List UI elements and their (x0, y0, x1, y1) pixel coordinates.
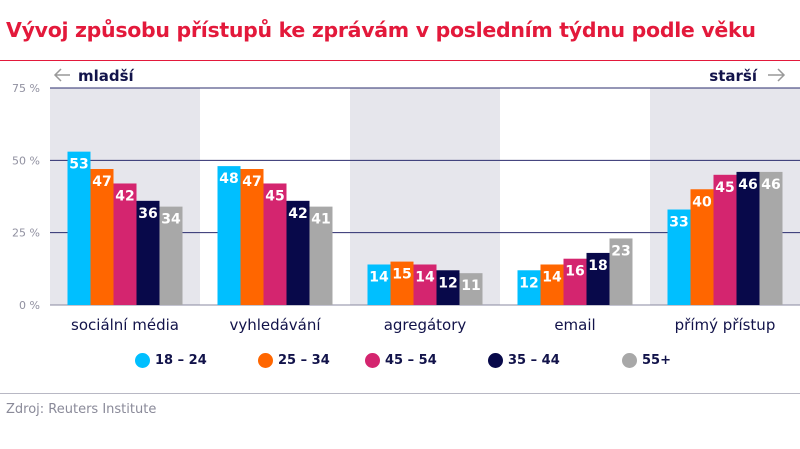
data-label: 23 (611, 243, 630, 259)
bar (136, 200, 160, 305)
y-tick-label: 25 % (12, 227, 40, 240)
older-label: starší (709, 67, 758, 85)
bar (736, 171, 760, 305)
legend-label: 55+ (642, 353, 671, 368)
title-divider (0, 60, 800, 61)
data-label: 36 (138, 206, 157, 222)
x-category-label: email (554, 316, 595, 334)
bar (459, 273, 483, 305)
data-label: 12 (438, 275, 457, 291)
legend-item: 25 – 34 (258, 353, 330, 368)
bar (309, 206, 333, 305)
bar (667, 209, 691, 305)
data-label: 42 (115, 188, 134, 204)
data-label: 16 (565, 264, 584, 280)
data-label: 47 (242, 174, 261, 190)
bar (240, 169, 264, 305)
legend-item: 45 – 54 (365, 353, 437, 368)
data-label: 46 (738, 177, 757, 193)
x-category-label: vyhledávání (229, 316, 321, 334)
x-category-label: přímý přístup (675, 316, 776, 334)
legend-swatch (135, 353, 150, 368)
bar (759, 171, 783, 305)
y-tick-label: 50 % (12, 154, 40, 167)
y-tick-label: 75 % (12, 82, 40, 95)
bar (517, 270, 541, 305)
legend-label: 35 – 44 (508, 353, 560, 368)
data-label: 53 (69, 157, 88, 173)
data-label: 33 (669, 215, 688, 231)
legend-item: 35 – 44 (488, 353, 560, 368)
data-label: 14 (415, 269, 435, 285)
y-tick-label: 0 % (19, 299, 40, 312)
data-label: 15 (392, 267, 411, 283)
bar (390, 261, 414, 305)
legend-swatch (622, 353, 637, 368)
bar (586, 252, 610, 305)
footer-divider (0, 393, 800, 394)
data-label: 14 (542, 269, 562, 285)
legend-item: 55+ (622, 353, 671, 368)
bar (90, 169, 114, 305)
bar (540, 264, 564, 305)
bar (67, 151, 91, 305)
bar (690, 189, 714, 305)
data-label: 47 (92, 174, 111, 190)
data-label: 46 (761, 177, 780, 193)
data-label: 41 (311, 212, 330, 228)
data-label: 34 (161, 212, 181, 228)
data-label: 45 (715, 180, 734, 196)
data-label: 48 (219, 171, 238, 187)
bar (367, 264, 391, 305)
bar (159, 206, 183, 305)
bar (563, 258, 587, 305)
bar (713, 174, 737, 305)
bar (286, 200, 310, 305)
legend-label: 25 – 34 (278, 353, 330, 368)
source-text: Zdroj: Reuters Institute (6, 402, 157, 417)
data-label: 18 (588, 258, 607, 274)
legend-swatch (258, 353, 273, 368)
arrow-right-icon (768, 68, 786, 82)
legend-label: 18 – 24 (155, 353, 207, 368)
bar (413, 264, 437, 305)
legend-swatch (488, 353, 503, 368)
x-category-label: agregátory (384, 316, 467, 334)
bar (217, 166, 241, 305)
data-label: 42 (288, 206, 307, 222)
x-category-label: sociální média (71, 316, 179, 334)
data-label: 11 (461, 278, 480, 294)
bar (263, 183, 287, 305)
legend-swatch (365, 353, 380, 368)
data-label: 12 (519, 275, 538, 291)
data-label: 14 (369, 269, 389, 285)
bar (436, 270, 460, 305)
legend-label: 45 – 54 (385, 353, 437, 368)
data-label: 45 (265, 188, 284, 204)
bar (609, 238, 633, 305)
bar (113, 183, 137, 305)
data-label: 40 (692, 194, 712, 210)
arrow-left-icon (53, 68, 70, 82)
younger-label: mladší (78, 67, 135, 85)
legend-item: 18 – 24 (135, 353, 207, 368)
chart-title: Vývoj způsobu přístupů ke zprávám v posl… (6, 18, 756, 42)
